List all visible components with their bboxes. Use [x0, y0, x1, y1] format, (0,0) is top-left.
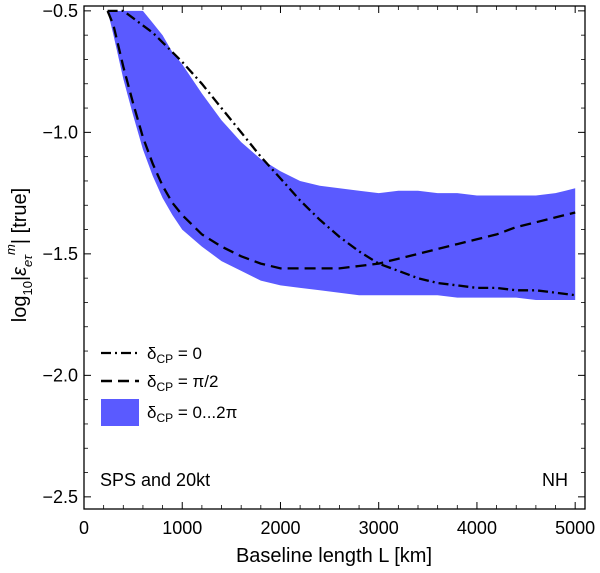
x-axis-title: Baseline length L [km]	[236, 545, 432, 567]
y-title-log: log	[9, 296, 31, 323]
y-tick-label: −1.5	[42, 244, 78, 264]
annotation-nh: NH	[542, 470, 568, 490]
y-title-epsilon: ε	[9, 266, 31, 276]
y-tick-label: −0.5	[42, 1, 78, 21]
y-tick-label: −2.5	[42, 487, 78, 507]
y-title-sub-etau: eτ	[20, 254, 35, 267]
series-line-delta-cp-0	[107, 9, 576, 297]
legend-label-deltapi2: δCP = π/2	[147, 372, 218, 394]
x-tick-label: 2000	[260, 518, 300, 538]
y-title-suffix: [true]	[9, 188, 31, 239]
y-tick-label: −1.0	[42, 122, 78, 142]
x-tick-label: 3000	[359, 518, 399, 538]
y-title-bar-left: |	[9, 276, 31, 281]
legend-label-band: δCP = 0...2π	[147, 403, 237, 425]
y-title-bar-right: |	[9, 239, 31, 244]
x-tick-label: 5000	[555, 518, 595, 538]
band-delta-cp-0-2pi	[107, 10, 576, 301]
x-tick-label: 4000	[457, 518, 497, 538]
annotation-sps-20kt: SPS and 20kt	[100, 470, 210, 490]
legend: δCP = 0 δCP = π/2 δCP = 0...2π	[101, 344, 237, 426]
x-tick-label: 0	[79, 518, 89, 538]
y-axis-title: log10|εeτm| [true]	[3, 188, 35, 322]
x-tick-label: 1000	[162, 518, 202, 538]
legend-label-delta0: δCP = 0	[147, 344, 202, 366]
legend-swatch-band	[101, 399, 139, 426]
y-tick-label: −2.0	[42, 365, 78, 385]
plot-frame	[83, 5, 586, 510]
y-title-sup-m: m	[3, 244, 18, 255]
y-title-sub10: 10	[20, 281, 35, 295]
